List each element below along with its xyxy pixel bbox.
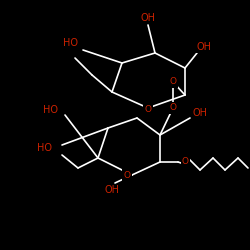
Text: OH: OH	[196, 42, 212, 52]
Text: O: O	[182, 158, 189, 166]
Text: HO: HO	[38, 143, 52, 153]
Text: O: O	[144, 106, 152, 114]
Text: OH: OH	[140, 13, 156, 23]
Text: OH: OH	[104, 185, 120, 195]
Text: O: O	[170, 104, 176, 112]
Text: HO: HO	[42, 105, 58, 115]
Text: HO: HO	[62, 38, 78, 48]
Text: O: O	[124, 170, 130, 179]
Text: OH: OH	[192, 108, 208, 118]
Text: O: O	[170, 78, 176, 86]
